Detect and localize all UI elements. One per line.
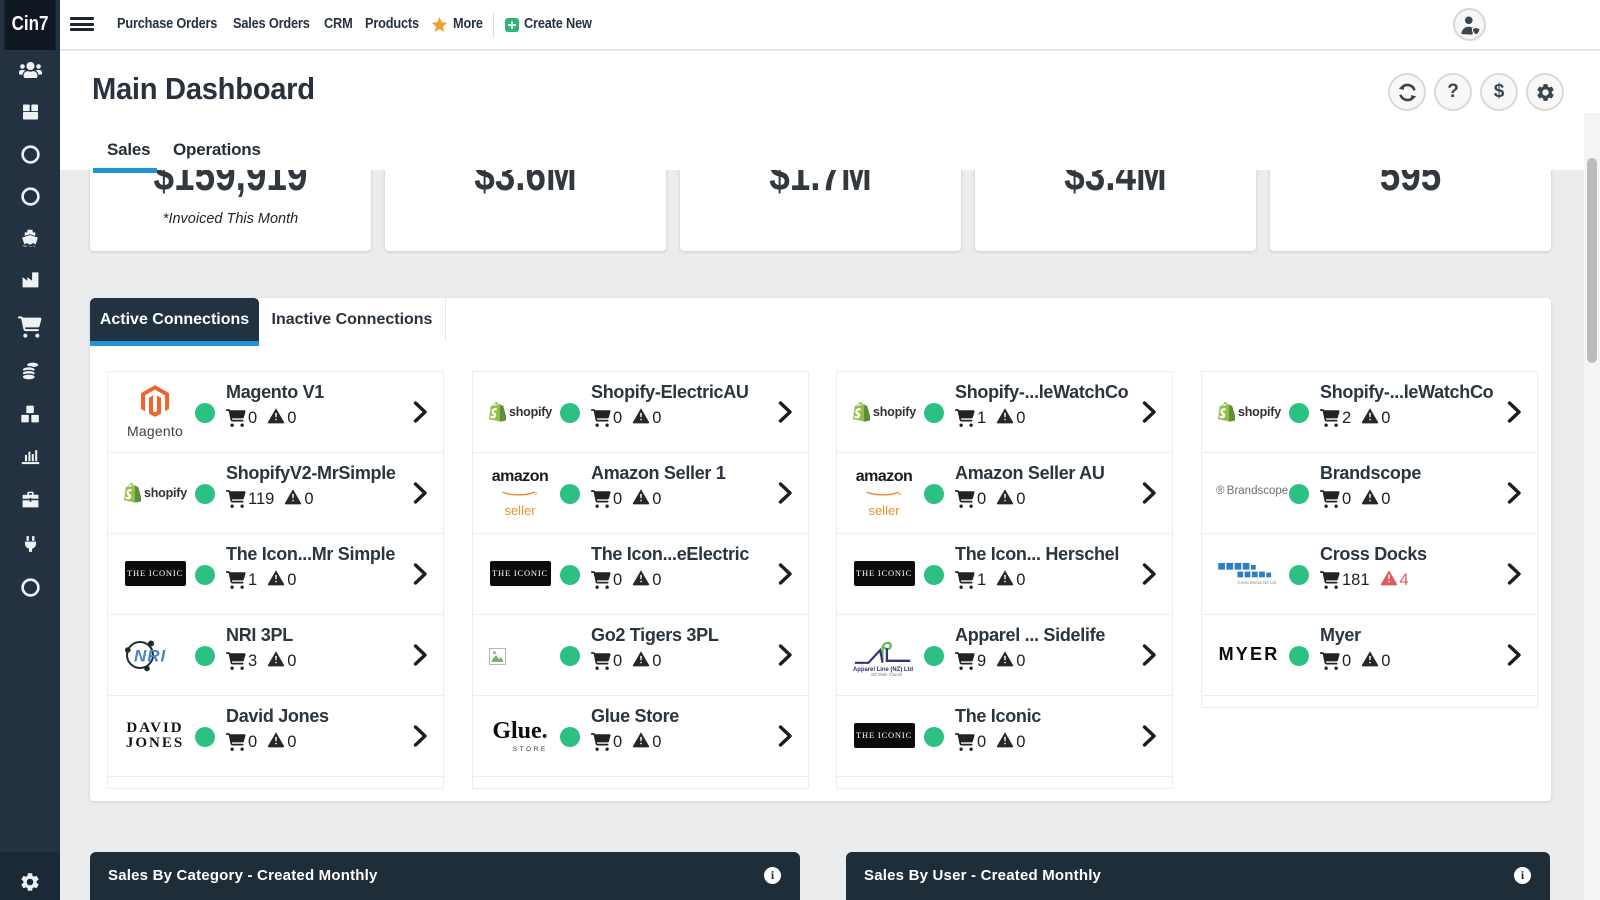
svg-text:NZ Wide Courier: NZ Wide Courier <box>871 671 903 676</box>
svg-text:Apparel Line (NZ) Ltd: Apparel Line (NZ) Ltd <box>853 666 913 673</box>
svg-text:Cross Docks NZ Ltd: Cross Docks NZ Ltd <box>1237 580 1276 585</box>
svg-text:NRI: NRI <box>134 646 167 665</box>
